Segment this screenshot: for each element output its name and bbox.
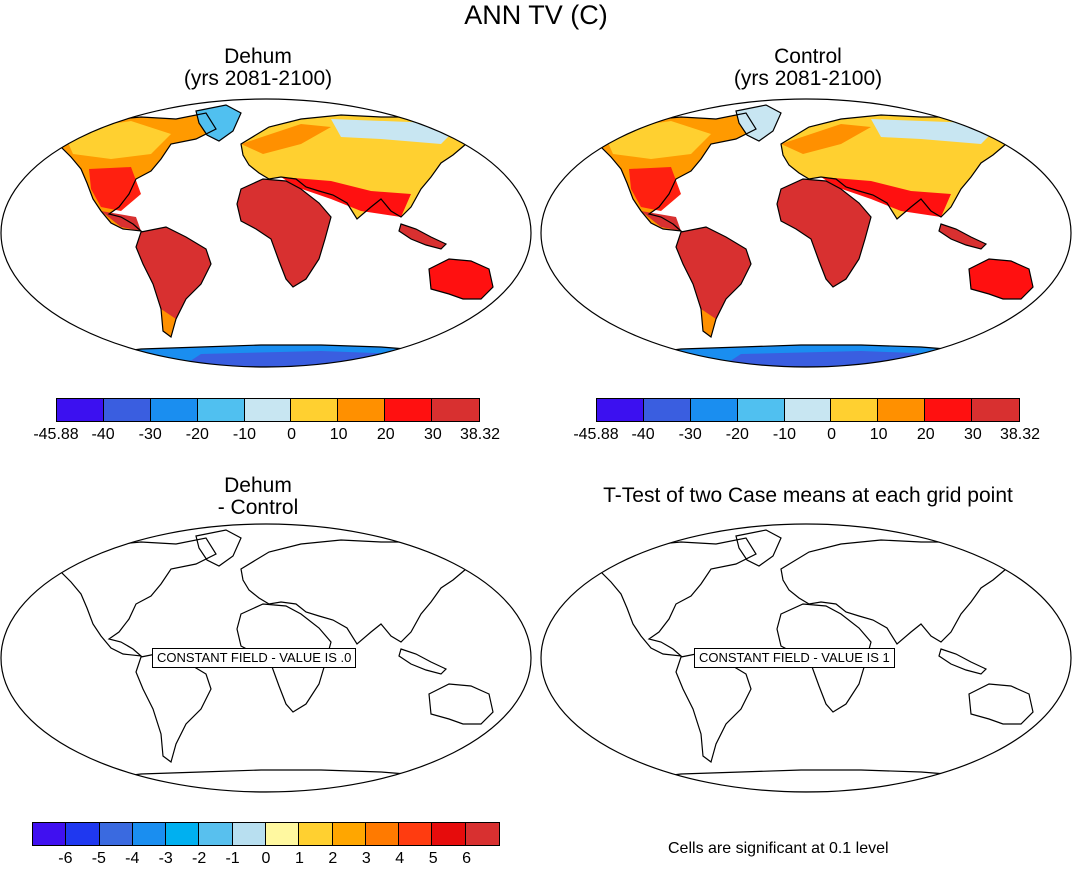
colorbar-swatch bbox=[199, 823, 233, 845]
colorbar-swatches bbox=[56, 398, 480, 422]
panel-title-control: Control (yrs 2081-2100) bbox=[658, 46, 958, 90]
colorbar-tick-label: 10 bbox=[329, 426, 348, 443]
colorbar-tick-label: 0 bbox=[261, 850, 271, 867]
panel-title-line1: Dehum bbox=[224, 474, 292, 497]
colorbar-swatch bbox=[643, 399, 691, 421]
panel-title-line2: (yrs 2081-2100) bbox=[183, 67, 333, 90]
colorbar-dehum: -45.88 -40 -30 -20 -10 0 10 20 30 38.32 bbox=[33, 398, 500, 444]
colorbar-swatch bbox=[878, 399, 926, 421]
panel-title-line1: Dehum bbox=[224, 45, 292, 68]
colorbar-tick-label: -40 bbox=[91, 426, 115, 443]
map-dehum bbox=[0, 98, 532, 368]
panel-title-line2: - Control bbox=[217, 496, 299, 519]
colorbar-tick-label: -45.88 bbox=[573, 426, 619, 443]
colorbar-tick-label: 6 bbox=[462, 850, 472, 867]
panel-title-dehum: Dehum (yrs 2081-2100) bbox=[108, 46, 408, 90]
colorbar-tick-label: 5 bbox=[428, 850, 438, 867]
colorbar-swatch bbox=[332, 823, 366, 845]
colorbar-swatch bbox=[972, 399, 1020, 421]
colorbar-swatch bbox=[66, 823, 100, 845]
colorbar-tick-label: -45.88 bbox=[33, 426, 79, 443]
colorbar-tick-label: -20 bbox=[185, 426, 209, 443]
colorbar-swatch bbox=[150, 399, 198, 421]
colorbar-swatch bbox=[338, 399, 386, 421]
colorbar-difference: -6 -5 -4 -3 -2 -1 0 1 2 3 4 5 6 bbox=[32, 822, 500, 868]
colorbar-swatch bbox=[784, 399, 832, 421]
colorbar-tick-label: -10 bbox=[772, 426, 796, 443]
colorbar-tick-label: 0 bbox=[287, 426, 296, 443]
colorbar-swatch bbox=[432, 823, 466, 845]
colorbar-tick-label: 0 bbox=[827, 426, 836, 443]
colorbar-tick-label: -3 bbox=[158, 850, 173, 867]
map-difference bbox=[0, 523, 532, 793]
colorbar-swatch bbox=[244, 399, 292, 421]
colorbar-swatch bbox=[737, 399, 785, 421]
colorbar-tick-label: -5 bbox=[91, 850, 106, 867]
colorbar-control: -45.88 -40 -30 -20 -10 0 10 20 30 38.32 bbox=[573, 398, 1040, 444]
colorbar-swatch bbox=[291, 399, 339, 421]
colorbar-tick-label: -30 bbox=[678, 426, 702, 443]
colorbar-tick-label: 1 bbox=[294, 850, 304, 867]
colorbar-swatches bbox=[32, 822, 500, 846]
constant-field-label-difference: CONSTANT FIELD - VALUE IS .0 bbox=[152, 648, 357, 668]
colorbar-swatch bbox=[399, 823, 433, 845]
colorbar-swatch bbox=[831, 399, 879, 421]
colorbar-tick-label: 38.32 bbox=[459, 426, 501, 443]
colorbar-tick-label: 30 bbox=[423, 426, 442, 443]
colorbar-tick-label: 3 bbox=[361, 850, 371, 867]
colorbar-tick-label: -4 bbox=[125, 850, 140, 867]
colorbar-tick-label: 38.32 bbox=[999, 426, 1041, 443]
colorbar-tick-label: -20 bbox=[725, 426, 749, 443]
colorbar-swatch bbox=[597, 399, 644, 421]
panel-title-difference: Dehum - Control bbox=[108, 475, 408, 519]
map-ttest bbox=[540, 523, 1072, 793]
colorbar-tick-label: -40 bbox=[631, 426, 655, 443]
colorbar-swatch bbox=[132, 823, 167, 845]
colorbar-swatch bbox=[166, 823, 200, 845]
panel-title-line1: Control bbox=[774, 45, 842, 68]
colorbar-swatch bbox=[33, 823, 67, 845]
colorbar-swatch bbox=[99, 823, 133, 845]
colorbar-tick-label: 20 bbox=[376, 426, 395, 443]
colorbar-swatches bbox=[596, 398, 1020, 422]
colorbar-swatch bbox=[690, 399, 738, 421]
colorbar-swatch bbox=[465, 823, 499, 845]
colorbar-swatch bbox=[232, 823, 266, 845]
colorbar-swatch bbox=[365, 823, 400, 845]
constant-field-label-ttest: CONSTANT FIELD - VALUE IS 1 bbox=[694, 648, 895, 668]
colorbar-tick-label: -2 bbox=[192, 850, 207, 867]
colorbar-tick-label: -1 bbox=[225, 850, 240, 867]
colorbar-tick-label: 20 bbox=[916, 426, 935, 443]
panel-title-line2: (yrs 2081-2100) bbox=[733, 67, 883, 90]
colorbar-swatch bbox=[432, 399, 480, 421]
colorbar-tick-label: 4 bbox=[395, 850, 405, 867]
colorbar-swatch bbox=[103, 399, 151, 421]
colorbar-swatch bbox=[265, 823, 300, 845]
colorbar-tick-label: -10 bbox=[232, 426, 256, 443]
colorbar-swatch bbox=[197, 399, 245, 421]
colorbar-tick-label: 30 bbox=[963, 426, 982, 443]
map-control bbox=[540, 98, 1072, 368]
panel-title-ttest: T-Test of two Case means at each grid po… bbox=[548, 485, 1068, 507]
colorbar-swatch bbox=[925, 399, 973, 421]
colorbar-tick-label: -6 bbox=[58, 850, 73, 867]
figure-title: ANN TV (C) bbox=[464, 0, 608, 30]
panel-title-line1: T-Test of two Case means at each grid po… bbox=[603, 484, 1013, 507]
colorbar-swatch bbox=[385, 399, 433, 421]
significance-note: Cells are significant at 0.1 level bbox=[668, 840, 889, 857]
colorbar-swatch bbox=[299, 823, 333, 845]
colorbar-tick-label: -30 bbox=[138, 426, 162, 443]
colorbar-tick-label: 10 bbox=[869, 426, 888, 443]
colorbar-tick-label: 2 bbox=[328, 850, 338, 867]
colorbar-swatch bbox=[57, 399, 104, 421]
